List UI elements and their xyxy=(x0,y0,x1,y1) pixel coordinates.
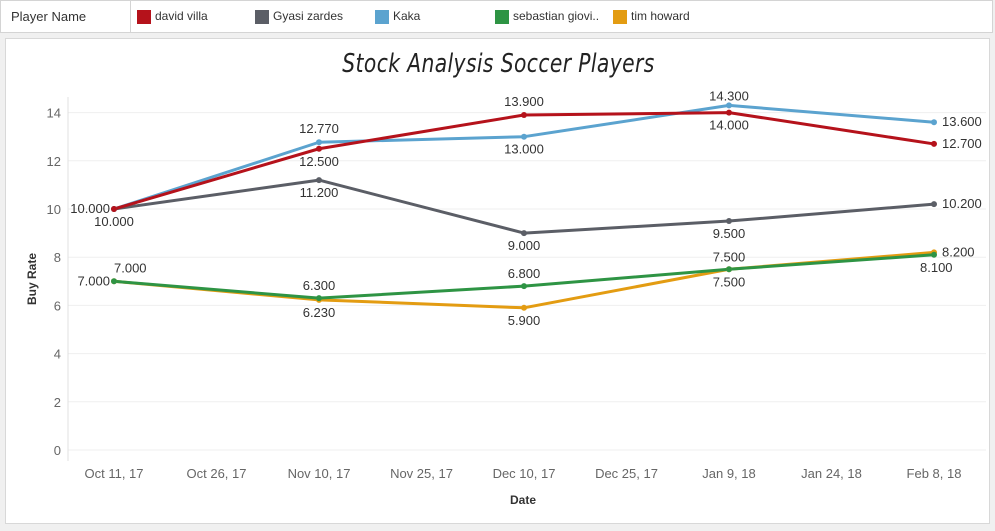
data-label: 13.600 xyxy=(942,114,982,129)
series-line xyxy=(112,178,936,235)
legend-title: Player Name xyxy=(1,1,131,32)
legend-label: david villa xyxy=(155,9,208,23)
data-point xyxy=(931,140,937,147)
data-label: 12.700 xyxy=(942,136,982,151)
legend-swatch xyxy=(613,10,627,24)
data-point xyxy=(521,133,527,140)
x-tick-label: Jan 9, 18 xyxy=(702,466,756,481)
y-axis-title: Buy Rate xyxy=(25,253,39,305)
x-tick-label: Nov 10, 17 xyxy=(288,466,351,481)
data-label: 13.000 xyxy=(504,142,544,157)
data-point xyxy=(521,112,527,119)
data-point xyxy=(111,206,117,212)
x-axis-title: Date xyxy=(510,493,536,507)
data-label: 9.500 xyxy=(713,226,746,241)
x-tick-label: Feb 8, 18 xyxy=(907,466,962,481)
data-label: 14.300 xyxy=(709,88,749,103)
y-tick-label: 14 xyxy=(47,106,61,121)
legend-swatch xyxy=(255,10,269,24)
data-label: 6.300 xyxy=(303,278,336,293)
data-label: 7.000 xyxy=(114,260,147,275)
data-label: 12.500 xyxy=(299,154,339,169)
legend-label: sebastian giovi.. xyxy=(513,9,600,23)
chart-panel: Stock Analysis Soccer Players 0 2 4 6 8 10 12 1… xyxy=(5,38,990,524)
legend-swatch xyxy=(137,10,151,24)
chart-title: Stock Analysis Soccer Players xyxy=(342,49,655,79)
data-label: 14.000 xyxy=(709,118,749,133)
data-point xyxy=(316,177,322,184)
data-point xyxy=(726,218,732,225)
y-tick-label: 12 xyxy=(47,154,61,169)
data-label: 6.230 xyxy=(303,305,336,320)
data-label: 6.800 xyxy=(508,266,541,281)
y-tick-label: 0 xyxy=(54,443,61,458)
data-point xyxy=(521,304,527,311)
data-point xyxy=(931,201,937,208)
x-tick-label: Dec 10, 17 xyxy=(493,466,556,481)
data-point xyxy=(521,230,527,237)
data-point xyxy=(726,266,732,273)
data-label: 12.770 xyxy=(299,121,339,136)
x-tick-label: Nov 25, 17 xyxy=(390,466,453,481)
data-label: 7.000 xyxy=(77,273,110,288)
data-label: 8.200 xyxy=(942,244,975,259)
data-label: 7.500 xyxy=(713,249,746,264)
data-label: 10.200 xyxy=(942,196,982,211)
legend-label: Gyasi zardes xyxy=(273,9,344,23)
data-point xyxy=(931,119,937,126)
y-tick-label: 10 xyxy=(47,202,61,217)
y-tick-label: 2 xyxy=(54,395,61,410)
legend-label: Kaka xyxy=(393,9,421,23)
y-tick-label: 6 xyxy=(54,298,61,313)
data-label: 5.900 xyxy=(508,313,541,328)
legend-swatch xyxy=(375,10,389,24)
x-tick-label: Oct 26, 17 xyxy=(187,466,247,481)
data-label: 8.100 xyxy=(920,260,953,275)
data-point xyxy=(111,278,117,285)
x-tick-label: Jan 24, 18 xyxy=(801,466,862,481)
series-line xyxy=(112,103,936,211)
data-point xyxy=(726,109,732,116)
y-tick-label: 8 xyxy=(54,250,61,265)
data-label: 10.000 xyxy=(70,201,110,216)
data-point xyxy=(316,295,322,302)
data-label: 13.900 xyxy=(504,94,544,109)
data-point xyxy=(726,102,732,109)
data-point xyxy=(316,145,322,152)
data-point xyxy=(521,283,527,290)
x-tick-label: Dec 25, 17 xyxy=(595,466,658,481)
x-tick-label: Oct 11, 17 xyxy=(84,466,143,481)
legend-bar: Player Name david villa Gyasi zardes Kaka s… xyxy=(0,0,993,33)
line-chart: 0 2 4 6 8 10 12 14 Oct 11, 17 Oct 26, 17 Nov 10, 1… xyxy=(25,88,986,507)
data-label: 7.500 xyxy=(713,274,746,289)
data-label: 11.200 xyxy=(300,185,339,200)
legend-swatch xyxy=(495,10,509,24)
y-tick-label: 4 xyxy=(54,347,61,362)
data-point xyxy=(931,251,937,258)
data-label: 10.000 xyxy=(94,214,134,229)
legend-label: tim howard xyxy=(631,9,690,23)
data-label: 9.000 xyxy=(508,238,541,253)
data-point xyxy=(316,139,322,146)
